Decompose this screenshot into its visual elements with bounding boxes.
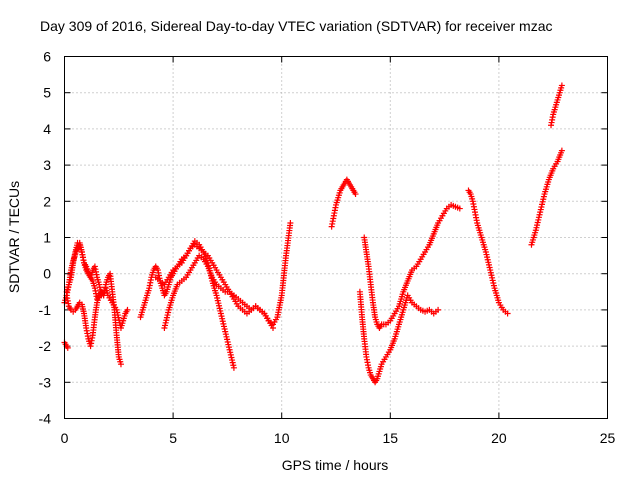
data-points [61,82,565,386]
data-point [352,191,359,198]
y-axis-title: SDTVAR / TECUs [6,181,22,293]
data-point [98,288,105,295]
y-tick-label: 4 [43,121,51,137]
x-tick-label: 0 [61,430,69,446]
y-tick-label: 6 [43,49,51,65]
y-tick-label: 1 [43,230,51,246]
series-arc-m [548,82,565,129]
y-tick-label: 0 [43,266,51,282]
x-axis-title: GPS time / hours [282,457,389,473]
y-tick-labels: -4 -3 -2 -1 0 1 2 3 4 5 6 [39,49,52,427]
series-arc-h [328,176,359,230]
axis-ticks [64,56,608,419]
data-point [287,220,294,227]
y-tick-label: 3 [43,157,51,173]
plot-frame [64,56,608,419]
series-arc-k [465,187,511,317]
y-tick-label: 2 [43,193,51,209]
x-tick-label: 10 [274,430,290,446]
data-point [558,147,565,154]
data-point [456,205,463,212]
data-point [230,364,237,371]
series-arc-i [356,288,442,386]
y-tick-label: -3 [39,374,52,390]
data-point [117,361,124,368]
x-tick-label: 20 [491,430,507,446]
y-tick-label: 5 [43,85,51,101]
y-tick-label: -2 [39,338,52,354]
series-arc-j [361,201,463,331]
series-arc-g [161,252,277,331]
series-arc-a [61,339,71,351]
series-arc-l [528,147,565,248]
x-tick-label: 15 [383,430,399,446]
chart-title: Day 309 of 2016, Sidereal Day-to-day VTE… [40,18,553,34]
x-tick-labels: 0 5 10 15 20 25 [61,430,616,446]
y-tick-label: -4 [39,411,52,427]
data-point [64,344,71,351]
series-arc-d [63,288,105,350]
series-arc-f [152,220,294,328]
data-point [435,306,442,313]
data-point [270,325,277,331]
data-point [558,82,565,89]
grid-lines [64,56,608,419]
data-point [504,310,511,317]
x-tick-label: 25 [600,430,616,446]
y-tick-label: -1 [39,302,52,318]
data-point [124,306,131,313]
x-tick-label: 5 [169,430,177,446]
